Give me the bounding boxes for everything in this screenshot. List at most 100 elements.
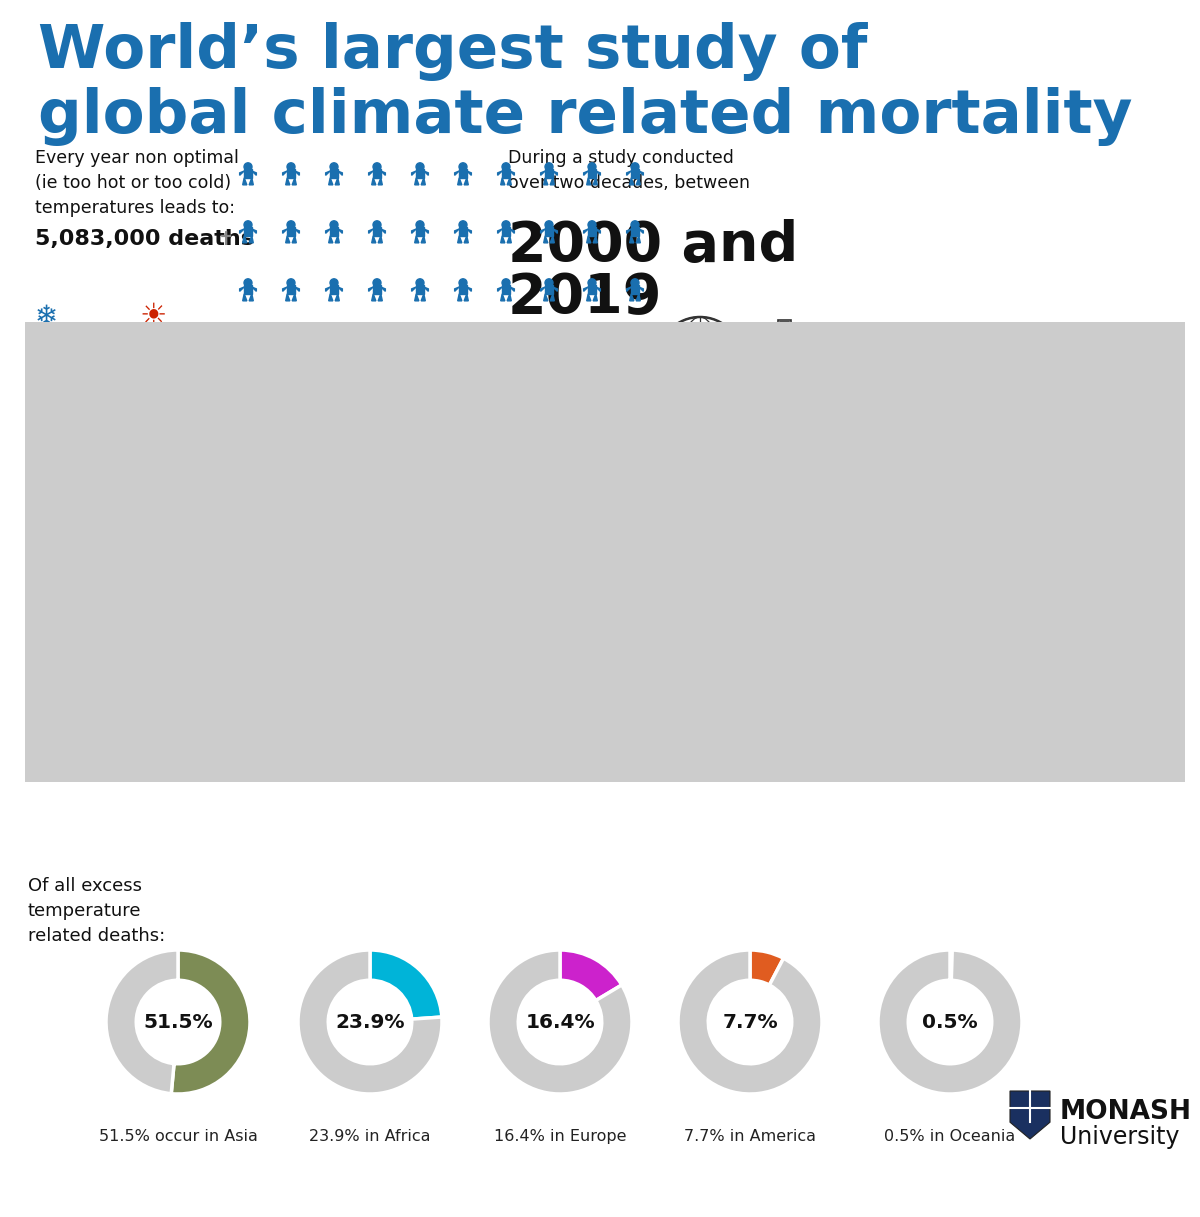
Polygon shape [338, 344, 342, 349]
Polygon shape [583, 229, 588, 234]
Polygon shape [335, 236, 340, 243]
Bar [545, 402, 553, 410]
Wedge shape [488, 950, 632, 1094]
Polygon shape [335, 293, 340, 301]
Polygon shape [421, 352, 425, 359]
Polygon shape [415, 236, 419, 243]
Circle shape [416, 279, 424, 287]
Circle shape [545, 163, 553, 170]
Circle shape [416, 220, 424, 229]
Circle shape [244, 163, 252, 170]
Polygon shape [412, 403, 416, 408]
Polygon shape [587, 352, 590, 359]
Polygon shape [544, 410, 548, 417]
Bar [460, 402, 467, 410]
Bar [416, 343, 424, 352]
Polygon shape [295, 229, 299, 234]
Circle shape [502, 220, 510, 229]
Text: related ✝: related ✝ [154, 514, 226, 528]
Polygon shape [329, 236, 332, 243]
Polygon shape [508, 293, 511, 301]
Polygon shape [464, 293, 468, 301]
Polygon shape [380, 170, 385, 175]
Circle shape [502, 279, 510, 287]
Circle shape [373, 220, 380, 229]
Circle shape [460, 394, 467, 403]
Polygon shape [510, 170, 515, 175]
Polygon shape [464, 178, 468, 185]
Bar [416, 402, 424, 410]
Polygon shape [325, 170, 330, 175]
Polygon shape [455, 229, 460, 234]
Circle shape [373, 337, 380, 344]
Polygon shape [626, 287, 631, 291]
Polygon shape [541, 403, 545, 408]
Bar [416, 228, 424, 236]
Bar [588, 285, 596, 293]
Polygon shape [626, 229, 631, 234]
Polygon shape [372, 178, 376, 185]
Polygon shape [338, 170, 342, 175]
Polygon shape [240, 403, 245, 408]
Bar [56, 340, 80, 452]
Polygon shape [329, 293, 332, 301]
Polygon shape [467, 403, 472, 408]
Circle shape [330, 279, 338, 287]
Polygon shape [593, 352, 598, 359]
Polygon shape [595, 287, 600, 291]
Bar [778, 320, 791, 391]
Polygon shape [242, 352, 247, 359]
Polygon shape [372, 236, 376, 243]
Polygon shape [500, 236, 505, 243]
Bar [545, 228, 553, 236]
Text: Every year non optimal
(ie too hot or too cold)
temperatures leads to:: Every year non optimal (ie too hot or to… [35, 148, 239, 217]
Polygon shape [292, 236, 296, 243]
Polygon shape [338, 287, 342, 291]
Circle shape [774, 378, 794, 399]
Text: heat: heat [154, 499, 187, 514]
Bar [53, 337, 83, 453]
Polygon shape [638, 287, 643, 291]
Bar [330, 285, 338, 293]
Polygon shape [636, 410, 641, 417]
Text: University: University [1060, 1125, 1180, 1149]
Bar [245, 402, 252, 410]
Polygon shape [553, 170, 557, 175]
Polygon shape [295, 170, 299, 175]
Bar [287, 169, 295, 178]
Polygon shape [292, 410, 296, 417]
Polygon shape [457, 410, 462, 417]
Circle shape [287, 220, 295, 229]
Circle shape [244, 394, 252, 403]
Polygon shape [553, 229, 557, 234]
Polygon shape [252, 170, 257, 175]
Bar [373, 169, 380, 178]
Polygon shape [510, 287, 515, 291]
Polygon shape [498, 344, 503, 349]
Polygon shape [595, 403, 600, 408]
Circle shape [330, 163, 338, 170]
Circle shape [545, 220, 553, 229]
Polygon shape [626, 403, 631, 408]
Polygon shape [638, 229, 643, 234]
Polygon shape [553, 287, 557, 291]
Polygon shape [250, 236, 253, 243]
Polygon shape [380, 229, 385, 234]
Polygon shape [412, 229, 416, 234]
Polygon shape [338, 403, 342, 408]
Polygon shape [455, 170, 460, 175]
Bar [287, 402, 295, 410]
Polygon shape [636, 352, 641, 359]
Text: ✝: ✝ [218, 230, 234, 249]
Polygon shape [335, 352, 340, 359]
Bar [330, 169, 338, 178]
Text: 2000 and
2019: 2000 and 2019 [508, 219, 798, 325]
Wedge shape [172, 950, 250, 1094]
Polygon shape [455, 403, 460, 408]
Polygon shape [508, 352, 511, 359]
Circle shape [244, 337, 252, 344]
Bar [588, 402, 596, 410]
Circle shape [631, 220, 638, 229]
Circle shape [502, 337, 510, 344]
Polygon shape [250, 410, 253, 417]
